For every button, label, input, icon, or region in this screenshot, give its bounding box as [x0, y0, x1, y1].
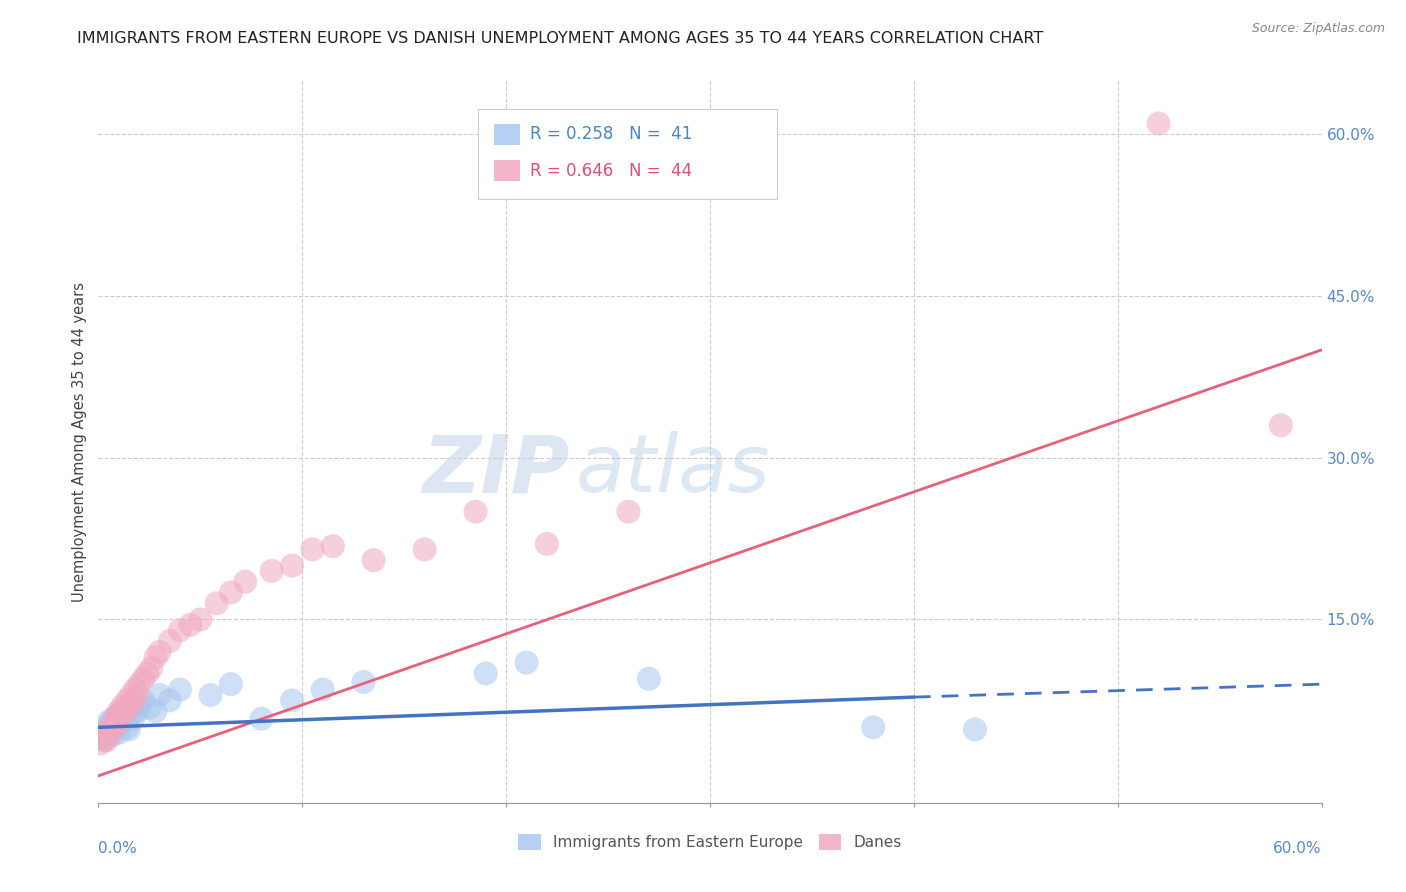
FancyBboxPatch shape [494, 160, 520, 181]
Text: R = 0.258   N =  41: R = 0.258 N = 41 [530, 126, 693, 144]
Point [89, 737, 111, 751]
Text: IMMIGRANTS FROM EASTERN EUROPE VS DANISH UNEMPLOYMENT AMONG AGES 35 TO 44 YEARS : IMMIGRANTS FROM EASTERN EUROPE VS DANISH… [77, 31, 1043, 46]
Point [200, 688, 222, 702]
Point [108, 704, 131, 718]
Point [281, 693, 304, 707]
FancyBboxPatch shape [478, 109, 778, 200]
Point [101, 728, 124, 742]
Y-axis label: Unemployment Among Ages 35 to 44 years: Unemployment Among Ages 35 to 44 years [72, 282, 87, 601]
Point [101, 712, 124, 726]
Point [145, 704, 167, 718]
Point [464, 505, 486, 519]
Point [122, 712, 145, 726]
Point [965, 723, 987, 737]
Point [205, 596, 228, 610]
Point [96, 720, 118, 734]
Point [118, 701, 141, 715]
Point [145, 650, 167, 665]
Point [91, 731, 114, 745]
Point [101, 714, 124, 729]
Point [97, 723, 120, 737]
Point [93, 729, 115, 743]
Text: Source: ZipAtlas.com: Source: ZipAtlas.com [1251, 22, 1385, 36]
Point [105, 709, 128, 723]
Point [100, 723, 122, 737]
Point [188, 612, 212, 626]
Point [138, 701, 160, 715]
Text: 60.0%: 60.0% [1274, 840, 1322, 855]
Point [127, 704, 149, 718]
Point [108, 707, 131, 722]
Point [169, 682, 191, 697]
Point [114, 712, 136, 726]
Point [108, 725, 131, 739]
Point [219, 677, 242, 691]
Point [97, 714, 120, 729]
Point [352, 675, 374, 690]
Point [120, 688, 142, 702]
Point [120, 707, 142, 722]
Point [124, 697, 146, 711]
Point [250, 712, 273, 726]
Point [128, 677, 150, 691]
Point [89, 731, 111, 745]
Point [104, 718, 127, 732]
Point [122, 693, 145, 707]
Point [219, 585, 242, 599]
Point [105, 709, 128, 723]
Point [110, 714, 132, 729]
Point [281, 558, 304, 573]
Point [233, 574, 256, 589]
Point [111, 704, 134, 718]
Point [97, 729, 120, 743]
Point [1147, 116, 1170, 130]
Point [312, 682, 335, 697]
Point [127, 690, 149, 705]
Point [132, 693, 155, 707]
Point [159, 634, 181, 648]
Point [104, 720, 127, 734]
Point [1270, 418, 1292, 433]
Point [474, 666, 498, 681]
Text: atlas: atlas [575, 432, 770, 509]
Text: ZIP: ZIP [422, 432, 569, 509]
Point [111, 698, 134, 713]
Point [260, 564, 283, 578]
Point [118, 723, 141, 737]
Point [128, 698, 150, 713]
Point [114, 704, 136, 718]
Point [141, 661, 163, 675]
Text: 0.0%: 0.0% [98, 840, 138, 855]
Point [363, 553, 385, 567]
Point [536, 537, 558, 551]
Point [115, 693, 138, 707]
Point [118, 701, 141, 715]
Point [108, 714, 131, 729]
Point [91, 725, 114, 739]
Point [159, 693, 181, 707]
Point [124, 682, 146, 697]
Point [637, 672, 661, 686]
Point [132, 672, 155, 686]
Text: R = 0.646   N =  44: R = 0.646 N = 44 [530, 161, 692, 179]
Point [149, 645, 172, 659]
Point [322, 539, 344, 553]
Point [149, 688, 172, 702]
Point [93, 733, 115, 747]
FancyBboxPatch shape [494, 124, 520, 145]
Point [516, 656, 538, 670]
Point [413, 542, 436, 557]
Point [179, 618, 201, 632]
Point [115, 720, 138, 734]
Point [617, 505, 640, 519]
Point [100, 725, 122, 739]
Point [301, 542, 323, 557]
Point [136, 666, 159, 681]
Point [169, 624, 191, 638]
Legend: Immigrants from Eastern Europe, Danes: Immigrants from Eastern Europe, Danes [512, 829, 908, 856]
Point [110, 707, 132, 722]
Point [862, 720, 884, 734]
Point [96, 733, 118, 747]
